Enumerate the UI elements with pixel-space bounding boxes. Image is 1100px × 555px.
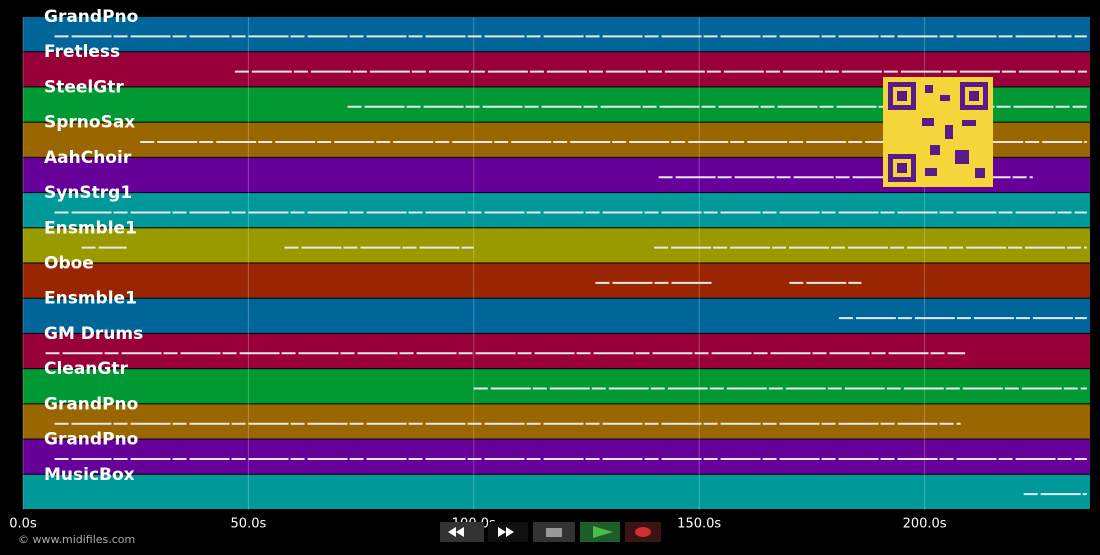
copyright: © www.midifiles.com — [18, 533, 135, 546]
track-row — [23, 439, 1090, 474]
track-name: CleanGtr — [44, 359, 128, 379]
track-name: GrandPno — [44, 7, 138, 27]
x-tick-label: 0.0s — [9, 517, 37, 532]
transport-controls — [440, 522, 661, 542]
x-tick-label: 200.0s — [903, 517, 947, 532]
stop-icon — [546, 528, 562, 537]
record-icon — [635, 527, 651, 537]
track-row — [23, 193, 1090, 228]
play-icon — [593, 526, 613, 538]
track-name: SprnoSax — [44, 113, 135, 133]
track-name: AahChoir — [44, 148, 132, 168]
track-row — [23, 474, 1090, 509]
track-name: Fretless — [44, 42, 120, 62]
track-name: GM Drums — [44, 324, 143, 344]
rewind-icon — [448, 527, 464, 537]
qr-code — [883, 77, 993, 187]
track-row — [23, 298, 1090, 333]
track-row — [23, 17, 1090, 52]
track-name: Oboe — [44, 254, 94, 274]
track-row — [23, 404, 1090, 439]
track-name: SynStrg1 — [44, 183, 132, 203]
track-name: Ensmble1 — [44, 289, 137, 309]
fast-forward-icon — [498, 527, 514, 537]
track-row — [23, 228, 1090, 263]
x-tick-label: 150.0s — [677, 517, 721, 532]
track-name: SteelGtr — [44, 77, 124, 97]
track-row — [23, 333, 1090, 369]
x-tick-label: 50.0s — [231, 517, 267, 532]
track-name: MusicBox — [44, 465, 135, 485]
track-name: Ensmble1 — [44, 218, 137, 238]
track-name: GrandPno — [44, 430, 138, 450]
track-row — [23, 263, 1090, 298]
track-row — [23, 369, 1090, 404]
track-name: GrandPno — [44, 394, 138, 414]
